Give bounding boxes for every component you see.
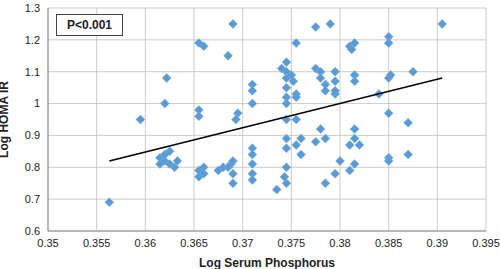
svg-text:0.355: 0.355 [83,237,111,249]
svg-text:1.1: 1.1 [25,66,40,78]
svg-text:0.395: 0.395 [472,237,492,249]
svg-text:0.7: 0.7 [25,193,40,205]
svg-text:0.9: 0.9 [25,129,40,141]
svg-text:1: 1 [34,97,40,109]
svg-text:0.37: 0.37 [232,237,253,249]
svg-text:0.385: 0.385 [375,237,403,249]
svg-text:0.38: 0.38 [329,237,350,249]
svg-text:0.35: 0.35 [37,237,58,249]
svg-text:0.375: 0.375 [278,237,306,249]
svg-text:Log HOMA IR: Log HOMA IR [8,81,11,158]
svg-text:1.3: 1.3 [25,2,40,14]
svg-text:0.39: 0.39 [427,237,448,249]
svg-text:0.6: 0.6 [25,225,40,237]
html-text:P<0.001: P<0.001 [67,18,112,32]
svg-text:0.36: 0.36 [135,237,156,249]
svg-text:Log Serum Phosphorus: Log Serum Phosphorus [199,256,335,269]
svg-text:0.8: 0.8 [25,161,40,173]
svg-text:1.2: 1.2 [25,34,40,46]
svg-text:0.365: 0.365 [180,237,208,249]
